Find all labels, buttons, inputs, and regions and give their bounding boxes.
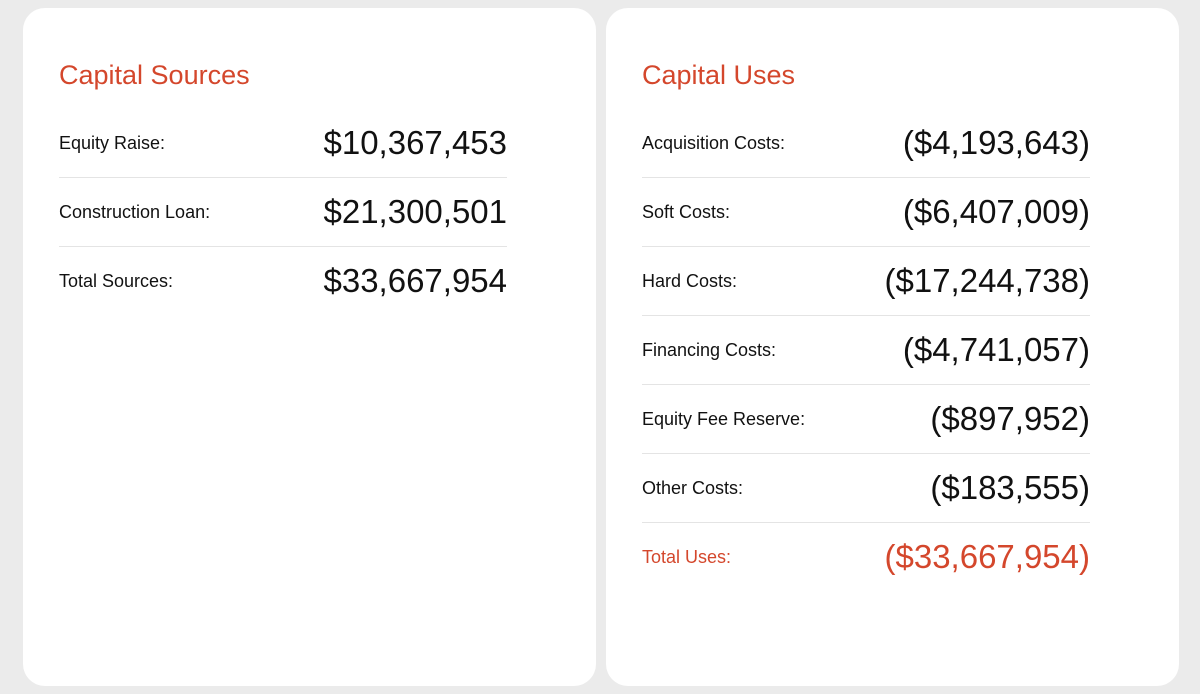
row: Equity Raise: $10,367,453	[59, 109, 507, 178]
row-label: Hard Costs:	[642, 270, 738, 291]
row-label: Other Costs:	[642, 477, 744, 498]
row-label: Total Uses:	[642, 546, 732, 567]
rows: Equity Raise: $10,367,453 Construction Loa…	[59, 109, 560, 315]
row-label: Total Sources:	[59, 270, 174, 291]
row-label: Acquisition Costs:	[642, 132, 786, 153]
sources-card: Capital Sources Equity Raise: $10,367,453…	[23, 8, 596, 686]
row-value: $33,667,954	[323, 262, 507, 299]
card-title: Capital Uses	[642, 60, 796, 90]
row: Construction Loan: $21,300,501	[59, 178, 507, 247]
row-label: Soft Costs:	[642, 201, 731, 222]
row: Acquisition Costs: ($4,193,643)	[642, 109, 1090, 178]
row: Other Costs: ($183,555)	[642, 454, 1090, 523]
row-value: ($897,952)	[930, 400, 1090, 437]
row-value: $21,300,501	[323, 193, 507, 230]
row-value: $10,367,453	[323, 124, 507, 161]
row-value: ($6,407,009)	[902, 193, 1090, 230]
row-value: ($183,555)	[930, 469, 1090, 506]
row-label: Financing Costs:	[642, 339, 777, 360]
row: Total Uses: ($33,667,954)	[642, 523, 1090, 591]
card-title: Capital Sources	[59, 60, 250, 90]
row-value: ($17,244,738)	[884, 262, 1091, 299]
row-value: ($4,741,057)	[902, 331, 1090, 368]
row-value: ($33,667,954)	[884, 538, 1091, 575]
row: Hard Costs: ($17,244,738)	[642, 247, 1090, 316]
row: Soft Costs: ($6,407,009)	[642, 178, 1090, 247]
uses-card: Capital Uses Acquisition Costs: ($4,193,6…	[606, 8, 1179, 686]
row-label: Construction Loan:	[59, 201, 211, 222]
row-value: ($4,193,643)	[902, 124, 1090, 161]
row: Financing Costs: ($4,741,057)	[642, 316, 1090, 385]
row-label: Equity Raise:	[59, 132, 166, 153]
row-label: Equity Fee Reserve:	[642, 408, 806, 429]
rows: Acquisition Costs: ($4,193,643) Soft Costs…	[642, 109, 1143, 591]
row: Equity Fee Reserve: ($897,952)	[642, 385, 1090, 454]
row: Total Sources: $33,667,954	[59, 247, 507, 315]
